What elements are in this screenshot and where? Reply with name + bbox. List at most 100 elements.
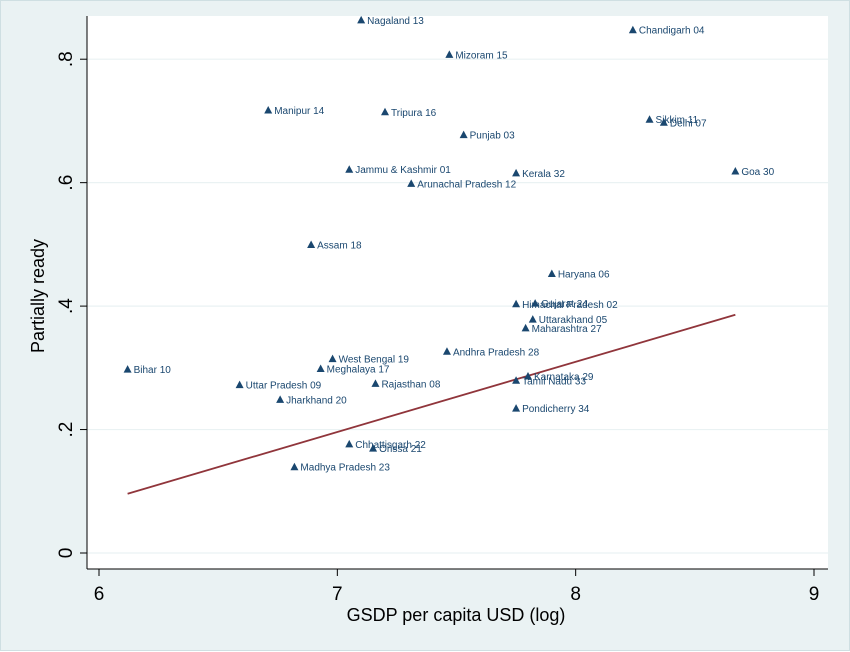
data-point: Himachal Pradesh 02 <box>512 299 618 311</box>
point-label: Nagaland 13 <box>367 16 424 27</box>
point-label: Tamil Nadu 33 <box>522 376 586 387</box>
point-label: Jammu & Kashmir 01 <box>355 165 451 176</box>
axes <box>86 16 828 570</box>
x-axis-title: GSDP per capita USD (log) <box>347 605 566 625</box>
triangle-marker <box>264 105 273 114</box>
data-points: Nagaland 13 Chandigarh 04 Mizoram 15 Manipu… <box>123 15 775 474</box>
point-label: Haryana 06 <box>558 270 610 281</box>
triangle-marker <box>371 379 380 387</box>
point-label: Arunachal Pradesh 12 <box>417 179 516 190</box>
data-point: Arunachal Pradesh 12 <box>407 179 517 190</box>
point-label: Mizoram 15 <box>455 50 508 61</box>
point-label: Kerala 32 <box>522 169 565 180</box>
data-point: West Bengal 19 <box>328 354 410 366</box>
triangle-marker <box>407 179 416 187</box>
triangle-marker <box>381 107 389 116</box>
data-point: Chhattisgarh 22 <box>345 439 426 451</box>
point-label: Punjab 03 <box>470 131 515 142</box>
data-point: Punjab 03 <box>459 130 515 142</box>
point-label: Maharashtra 27 <box>532 324 602 335</box>
point-label: Sikkim 11 <box>656 115 699 126</box>
triangle-marker <box>290 462 299 471</box>
plot-area <box>87 16 828 569</box>
triangle-marker <box>659 118 668 126</box>
point-label: Uttar Pradesh 09 <box>246 381 322 392</box>
data-point: Uttar Pradesh 09 <box>235 380 322 392</box>
triangle-marker <box>531 299 540 307</box>
point-label: Goa 30 <box>741 167 774 178</box>
y-tick-label: .4 <box>56 298 77 314</box>
triangle-marker <box>645 115 654 123</box>
data-point: Pondicherry 34 <box>512 404 590 415</box>
data-point: Jharkhand 20 <box>276 395 347 406</box>
triangle-marker <box>307 240 316 248</box>
data-point: Manipur 14 <box>264 105 325 117</box>
point-label: Manipur 14 <box>274 106 324 117</box>
point-label: Orissa 21 <box>379 444 422 455</box>
y-axis-ticks: 0 .2 .4 .6 .8 <box>56 51 87 558</box>
x-tick-label: 6 <box>94 584 105 605</box>
data-point: Kerala 32 <box>512 168 565 180</box>
point-label: Bihar 10 <box>134 365 172 376</box>
data-point: Assam 18 <box>307 240 362 251</box>
y-tick-label: 0 <box>56 548 77 559</box>
data-point: Tamil Nadu 33 <box>512 376 586 387</box>
triangle-marker <box>357 15 366 24</box>
triangle-marker <box>512 168 521 177</box>
triangle-marker <box>512 404 521 412</box>
point-label: Karnataka 29 <box>534 372 594 383</box>
triangle-marker <box>445 50 454 58</box>
point-label: Chandigarh 04 <box>639 26 705 37</box>
triangle-marker <box>369 444 378 452</box>
y-tick-label: .8 <box>56 51 77 67</box>
point-label: Jharkhand 20 <box>286 395 347 406</box>
point-label: Meghalaya 17 <box>327 365 390 376</box>
fit-line-group <box>127 313 736 495</box>
triangle-marker <box>521 323 530 332</box>
data-point: Mizoram 15 <box>445 50 508 61</box>
data-point: Goa 30 <box>731 167 775 178</box>
triangle-marker <box>524 371 532 380</box>
fit-line <box>127 313 736 495</box>
point-label: Andhra Pradesh 28 <box>453 347 540 358</box>
x-axis-ticks: 6 7 8 9 <box>94 569 820 605</box>
point-label: Chhattisgarh 22 <box>355 440 426 451</box>
point-label: Tripura 16 <box>391 108 437 119</box>
triangle-marker <box>328 354 337 363</box>
data-point: Madhya Pradesh 23 <box>290 462 390 474</box>
point-label: Gujarat 24 <box>541 299 588 310</box>
data-point: Andhra Pradesh 28 <box>442 347 540 358</box>
data-point: Orissa 21 <box>369 444 422 455</box>
triangle-marker <box>235 380 244 389</box>
point-label: Assam 18 <box>317 240 362 251</box>
data-point: Meghalaya 17 <box>316 364 390 376</box>
data-point: Rajasthan 08 <box>371 379 441 390</box>
x-tick-label: 8 <box>570 584 581 605</box>
point-label: Rajasthan 08 <box>381 379 440 390</box>
point-label: West Bengal 19 <box>339 355 410 366</box>
triangle-marker <box>345 439 354 448</box>
triangle-marker <box>512 376 521 384</box>
y-axis-title: Partially ready <box>28 239 48 353</box>
triangle-marker <box>316 364 325 373</box>
gridlines <box>87 58 828 554</box>
x-tick-label: 9 <box>809 584 820 605</box>
triangle-marker <box>547 269 556 278</box>
data-point: Delhi 07 <box>659 118 707 129</box>
data-point: Tripura 16 <box>381 107 437 119</box>
point-label: Himachal Pradesh 02 <box>522 300 618 311</box>
triangle-marker <box>459 130 468 139</box>
data-point: Karnataka 29 <box>524 371 594 383</box>
data-point: Nagaland 13 <box>357 15 424 27</box>
point-label: Madhya Pradesh 23 <box>300 463 390 474</box>
data-point: Sikkim 11 <box>645 115 699 126</box>
data-point: Gujarat 24 <box>531 299 588 310</box>
point-label: Delhi 07 <box>670 118 707 129</box>
x-tick-label: 7 <box>332 584 343 605</box>
y-tick-label: .6 <box>56 175 77 191</box>
point-label: Uttarakhand 05 <box>539 315 608 326</box>
triangle-marker <box>123 365 132 373</box>
data-point: Jammu & Kashmir 01 <box>345 165 451 176</box>
